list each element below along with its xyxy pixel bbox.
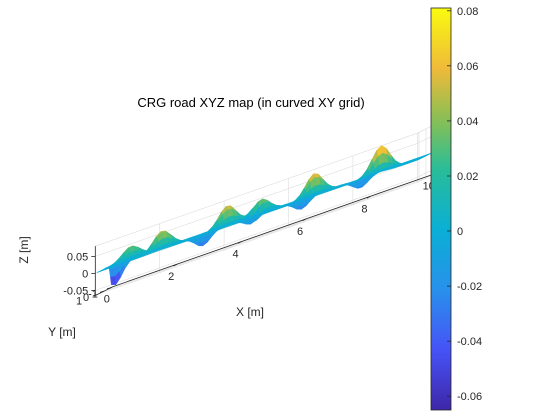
z-tick-label: 0.05 [67,251,88,263]
colorbar-tick-label: 0 [457,226,463,238]
axis-lines [91,173,435,297]
x-tick-mark [302,218,307,222]
x-tick-label: 8 [361,203,367,215]
colorbar-tick-label: 0.06 [457,61,478,73]
x-tick-label: 6 [297,226,303,238]
x-tick-mark [173,263,178,267]
colorbar-tick-label: 0.04 [457,116,478,128]
colorbar-tick-label: 0.02 [457,171,478,183]
y-tick-label: -1 [88,289,98,301]
y-tick-mark [92,294,98,297]
colorbar-tick-label: 0.08 [457,6,478,18]
z-axis-label: Z [m] [17,236,31,263]
x-axis-line [112,173,435,288]
z-tick-label: 0 [82,268,88,280]
grid-line [96,181,420,295]
x-tick-label: 2 [168,271,174,283]
surface [96,145,434,286]
surface-patch [109,268,116,278]
y-tick-label: 0 [83,292,89,304]
y-tick-mark [106,287,112,290]
x-tick-label: 4 [233,249,239,261]
colorbar-tick-label: -0.04 [457,336,482,348]
y-tick-mark [99,290,105,293]
chart-title: CRG road XYZ map (in curved XY grid) [137,95,364,110]
y-axis-label: Y [m] [48,325,76,339]
box-edge [95,124,435,247]
colorbar-tick-label: -0.06 [457,391,482,403]
colorbar-gradient [430,7,452,411]
x-tick-mark [237,241,242,244]
surface-patch [110,276,117,286]
colorbar-tick-label: -0.02 [457,281,482,293]
grid-line [103,177,427,292]
x-axis-label: X [m] [236,305,264,319]
y-tick-label: 1 [76,296,82,308]
x-tick-label: 0 [104,294,110,306]
colorbar: 0.08 0.06 0.04 0.02 0 -0.02 -0.04 -0.06 [430,6,482,411]
z-tick-label: -0.05 [63,285,88,297]
x-tick-mark [366,195,371,199]
